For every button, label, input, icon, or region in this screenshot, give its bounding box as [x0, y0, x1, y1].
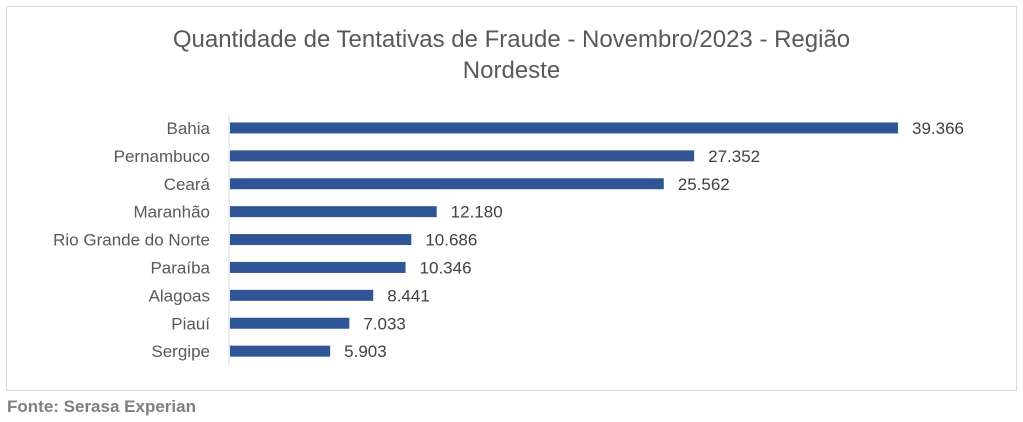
- bar: [230, 317, 350, 329]
- chart-title: Quantidade de Tentativas de Fraude - Nov…: [0, 24, 1023, 86]
- data-label: 8.441: [387, 286, 430, 305]
- category-label: Pernambuco: [114, 147, 210, 166]
- category-label: Bahia: [167, 119, 211, 138]
- chart-title-line-1: Quantidade de Tentativas de Fraude - Nov…: [172, 26, 851, 53]
- data-label: 12.180: [451, 203, 503, 222]
- data-label: 5.903: [344, 342, 387, 361]
- category-label: Piauí: [171, 314, 210, 333]
- data-label: 10.346: [420, 258, 472, 277]
- bar: [230, 234, 412, 246]
- chart-title-line-2: Nordeste: [462, 57, 561, 84]
- category-label: Rio Grande do Norte: [53, 231, 210, 250]
- category-label: Paraíba: [150, 258, 210, 277]
- data-label: 25.562: [678, 175, 730, 194]
- data-label: 27.352: [708, 147, 760, 166]
- data-label: 7.033: [363, 314, 406, 333]
- bar: [230, 345, 331, 357]
- bar: [230, 150, 695, 162]
- data-label: 10.686: [425, 231, 477, 250]
- category-label: Alagoas: [149, 286, 210, 305]
- source-note: Fonte: Serasa Experian: [7, 397, 196, 416]
- bar: [230, 122, 898, 134]
- bar: [230, 289, 374, 301]
- chart-frame: [6, 6, 1017, 391]
- bar: [230, 178, 664, 190]
- category-label: Sergipe: [151, 342, 210, 361]
- bar: [230, 206, 437, 218]
- bar: [230, 261, 406, 273]
- data-label: 39.366: [912, 119, 964, 138]
- category-label: Ceará: [164, 175, 211, 194]
- category-label: Maranhão: [133, 203, 210, 222]
